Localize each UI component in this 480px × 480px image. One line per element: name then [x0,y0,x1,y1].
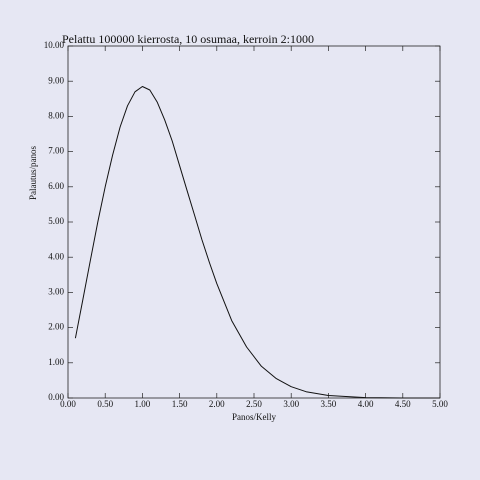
y-tick-label: 2.00 [48,322,64,332]
line [74,86,440,399]
x-tick-label: 3.50 [321,399,337,409]
x-tick-label: 2.50 [246,399,262,409]
y-tick-label: 3.00 [48,286,64,296]
x-tick-label: 2.00 [209,399,225,409]
y-tick-label: 5.00 [48,216,64,226]
x-tick-label: 3.00 [283,399,299,409]
y-tick-label: 6.00 [48,181,64,191]
y-tick-label: 9.00 [48,75,64,85]
y-tick-label: 0.00 [48,392,64,402]
y-tick-label: 10.00 [44,40,65,50]
x-tick-label: 1.50 [172,399,188,409]
x-tick-label: 1.00 [135,399,151,409]
x-tick-label: 4.00 [358,399,374,409]
x-axis-label: Panos/Kelly [232,412,276,422]
x-tick-label: 0.50 [97,399,113,409]
y-tick-label: 7.00 [48,146,64,156]
x-tick-label: 0.00 [60,399,76,409]
x-tick-label: 4.50 [395,399,411,409]
y-tick-label: 1.00 [48,357,64,367]
y-axis-label: Palautus/panos [28,146,38,200]
x-tick-label: 5.00 [432,399,448,409]
plot-frame [67,45,441,399]
chart-title: Pelattu 100000 kierrosta, 10 osumaa, ker… [62,32,314,46]
y-tick-label: 4.00 [48,251,64,261]
y-tick-label: 8.00 [48,110,64,120]
